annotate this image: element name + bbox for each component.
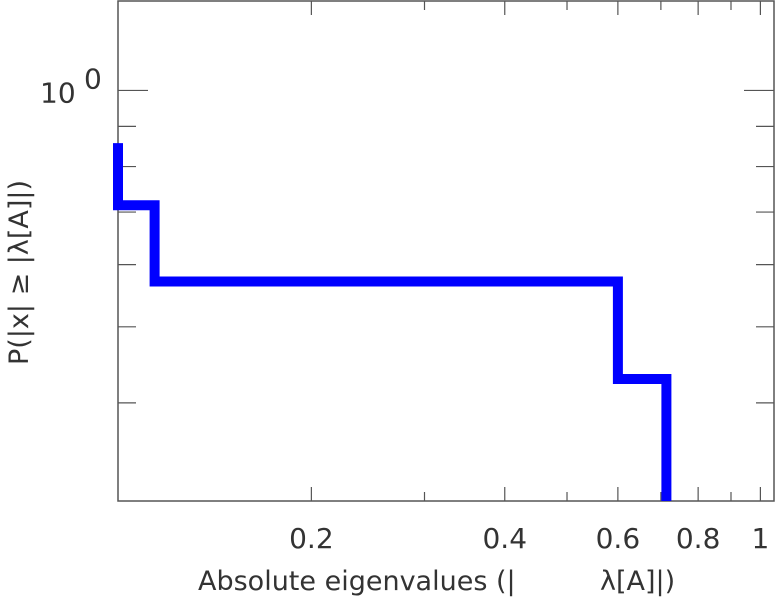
y-tick-labels: 10 0 [40, 62, 102, 109]
x-tick-label: 0.2 [289, 522, 334, 555]
y-tick-label: 10 [40, 76, 76, 109]
plot-frame [117, 0, 775, 502]
y-tick-label-exponent: 0 [84, 62, 102, 95]
x-tick-label: 0.6 [596, 522, 641, 555]
x-axis-ticks [310, 1, 761, 501]
x-tick-labels: 0.2 0.4 0.6 0.8 1 [289, 522, 769, 555]
x-tick-label: 0.4 [482, 522, 527, 555]
x-tick-label: 1 [751, 522, 769, 555]
x-axis-label-right: λ[A]|) [600, 566, 675, 597]
series-line [113, 143, 672, 501]
y-axis-ticks [118, 89, 774, 404]
series-group [113, 143, 672, 501]
x-tick-label: 0.8 [676, 522, 721, 555]
x-axis-label-left: Absolute eigenvalues (| [198, 566, 516, 597]
y-axis-label: P(|x| ≥ |λ[A]|) [4, 180, 35, 365]
